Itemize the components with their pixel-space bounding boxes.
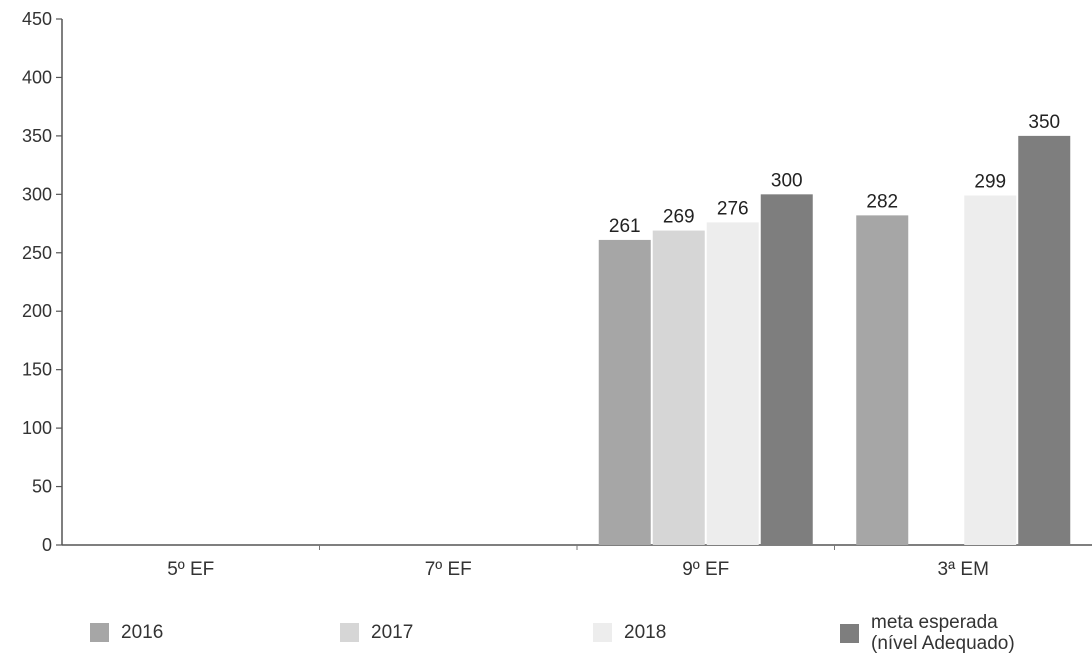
- y-tick-label: 100: [22, 418, 52, 438]
- legend-swatch-meta: [840, 623, 859, 643]
- legend-label-2018: 2018: [624, 622, 667, 643]
- bar: [856, 215, 909, 545]
- data-label: 276: [717, 198, 749, 219]
- bar: [1018, 135, 1071, 545]
- bar: [964, 195, 1017, 545]
- data-label: 350: [1028, 112, 1060, 133]
- legend-swatch-2018: [593, 623, 612, 642]
- legend: 2016 2017 2018 meta esperada (nível Adeq…: [0, 612, 1092, 656]
- bar: [598, 239, 651, 546]
- x-tick-label: 9º EF: [682, 559, 729, 580]
- y-tick-label: 50: [32, 477, 52, 497]
- data-label: 299: [974, 172, 1006, 193]
- x-tick-label: 3ª EM: [938, 559, 989, 580]
- legend-label-meta: meta esperada (nível Adequado): [871, 612, 1015, 654]
- y-tick-label: 250: [22, 243, 52, 263]
- legend-swatch-2017: [340, 623, 359, 642]
- x-tick-label: 7º EF: [425, 559, 472, 580]
- data-label: 269: [663, 207, 695, 228]
- legend-item-meta: meta esperada (nível Adequado): [840, 612, 1015, 654]
- y-tick-label: 0: [42, 535, 52, 555]
- data-label: 300: [771, 170, 803, 191]
- data-label: 282: [866, 191, 898, 212]
- bar-chart: 0 50 100 150 200 250 300 350 400 450 5º EF 7º EF 9º …: [22, 9, 1092, 580]
- legend-item-2018: 2018: [593, 622, 666, 643]
- legend-label-2017: 2017: [371, 622, 414, 643]
- bar: [652, 230, 705, 545]
- x-tick-label: 5º EF: [167, 559, 214, 580]
- legend-swatch-2016: [90, 623, 109, 642]
- legend-item-2016: 2016: [90, 622, 163, 643]
- y-tick-label: 350: [22, 126, 52, 146]
- y-tick-label: 150: [22, 360, 52, 380]
- y-tick-label: 400: [22, 67, 52, 87]
- y-tick-label: 450: [22, 9, 52, 29]
- legend-label-2016: 2016: [121, 622, 164, 643]
- bar: [760, 194, 813, 546]
- bar: [706, 222, 759, 546]
- y-tick-label: 200: [22, 301, 52, 321]
- y-tick-label: 300: [22, 184, 52, 204]
- legend-item-2017: 2017: [340, 622, 413, 643]
- data-label: 261: [609, 216, 641, 237]
